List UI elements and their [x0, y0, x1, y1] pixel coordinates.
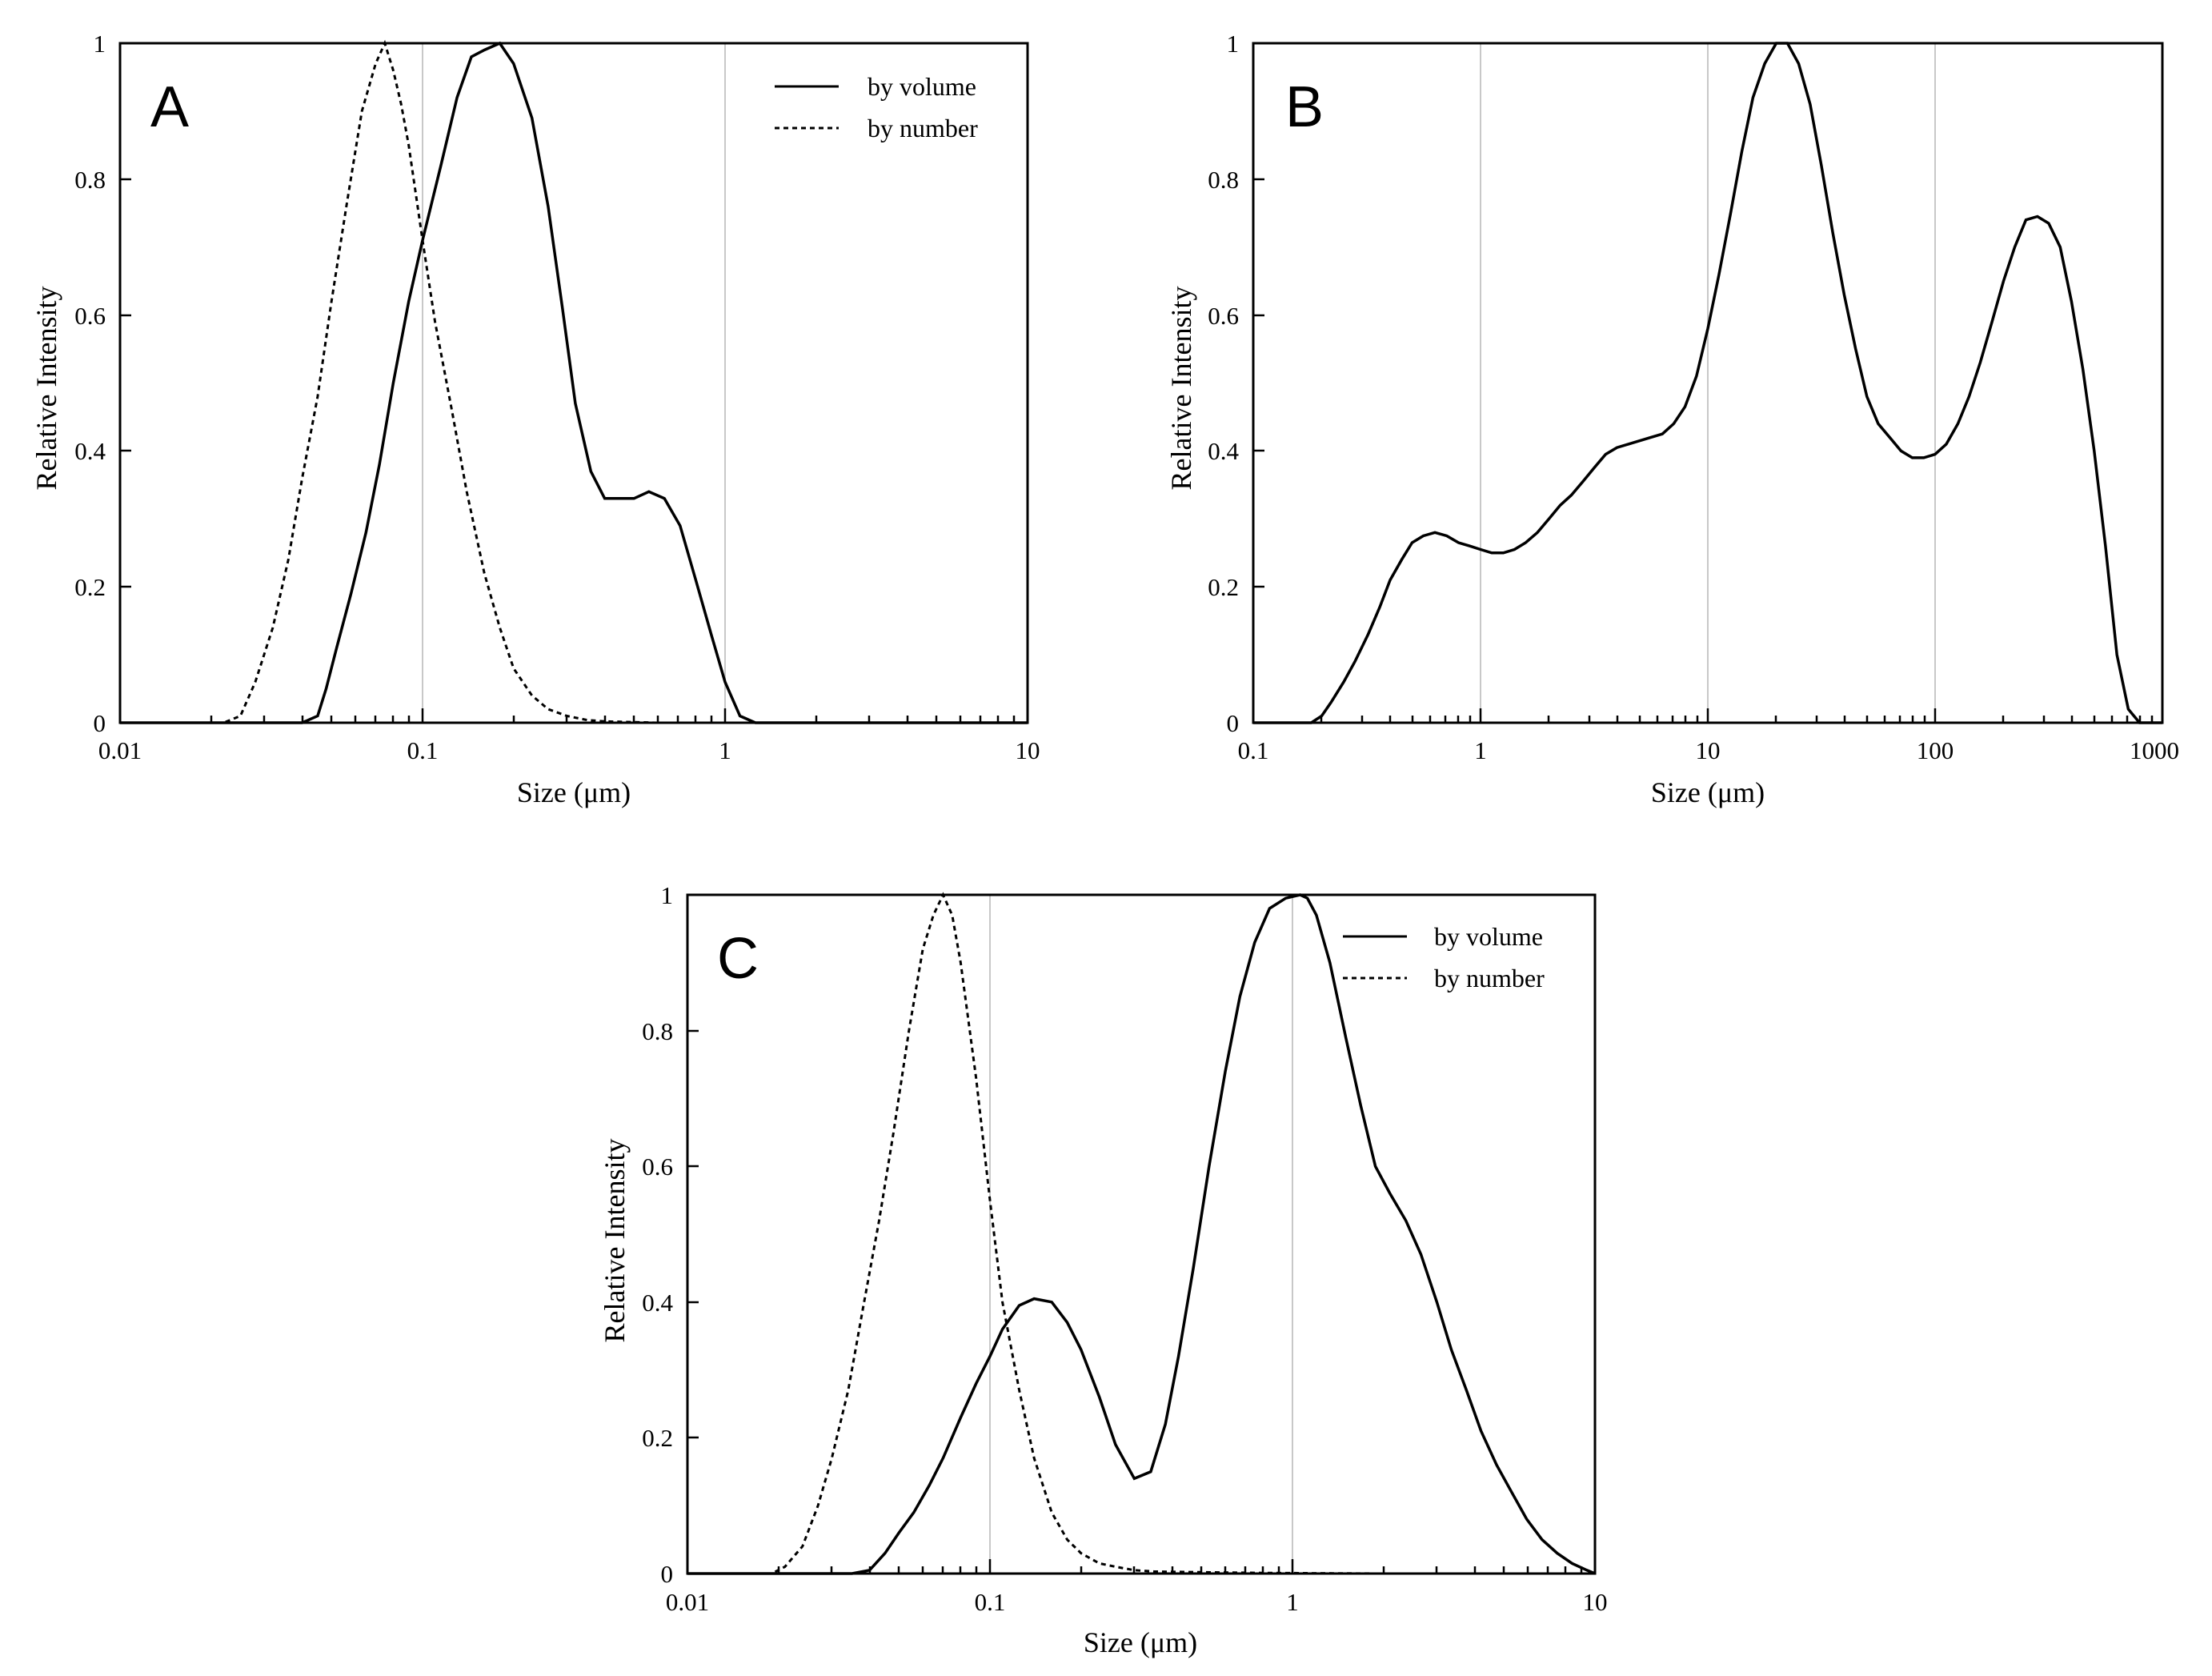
x-tick-labels: 0.01 0.1 1 10 — [98, 736, 1040, 764]
x-tick-label: 10 — [1583, 1588, 1608, 1616]
y-tick-label: 0.2 — [642, 1424, 673, 1452]
x-tick-labels: 0.1 1 10 100 1000 — [1238, 736, 2179, 764]
series-line-by-volume — [120, 41, 1028, 724]
plot-frame — [686, 893, 1597, 1575]
x-axis-label: Size (μm) — [517, 776, 631, 808]
legend: by volume by number — [775, 72, 978, 142]
x-tick-label: 0.01 — [98, 736, 142, 764]
x-tick-label: 1000 — [2130, 736, 2179, 764]
legend-label-by-number: by number — [868, 114, 978, 142]
x-tick-label: 0.1 — [975, 1588, 1006, 1616]
x-tick-label: 100 — [1917, 736, 1954, 764]
x-tick-label: 1 — [719, 736, 731, 764]
series-line-by-number — [120, 39, 1028, 724]
x-tick-label: 1 — [1474, 736, 1487, 764]
y-tick-label: 1 — [1227, 30, 1240, 58]
y-tick-labels: 0 0.2 0.4 0.6 0.8 1 — [74, 30, 106, 737]
series-line-by-volume — [1253, 42, 2162, 724]
series-line-by-number — [687, 892, 1595, 1575]
x-axis-label: Size (μm) — [1651, 776, 1765, 808]
series-line-by-volume — [687, 893, 1596, 1575]
legend-label-by-volume: by volume — [1434, 922, 1543, 951]
y-tick-labels: 0 0.2 0.4 0.6 0.8 1 — [1208, 30, 1239, 737]
x-ticks — [118, 708, 1029, 723]
panel-label-a: A — [150, 75, 189, 139]
y-tick-label: 0.2 — [1208, 573, 1239, 601]
panel-c: Relative Intensity Size (μm) C 0 0.2 0.4… — [599, 881, 1608, 1658]
y-ticks — [687, 893, 699, 1575]
plot-frame — [118, 42, 1029, 724]
y-tick-label: 0.6 — [642, 1153, 673, 1181]
y-tick-label: 0.6 — [74, 302, 106, 330]
y-axis-label: Relative Intensity — [1165, 287, 1197, 491]
y-tick-label: 1 — [94, 30, 106, 58]
y-tick-label: 0.4 — [74, 437, 106, 465]
x-ticks — [686, 1559, 1597, 1574]
y-tick-label: 0.2 — [74, 573, 106, 601]
panel-b: Relative Intensity Size (μm) B 0 0.2 0.4… — [1165, 30, 2179, 808]
x-tick-label: 1 — [1286, 1588, 1299, 1616]
y-tick-label: 0 — [94, 709, 106, 737]
x-tick-label: 10 — [1016, 736, 1040, 764]
panel-label-b: B — [1285, 75, 1324, 139]
legend: by volume by number — [1343, 922, 1545, 992]
x-tick-label: 10 — [1696, 736, 1721, 764]
y-tick-label: 0.6 — [1208, 302, 1239, 330]
y-tick-label: 0.8 — [74, 166, 106, 194]
y-tick-label: 0.4 — [642, 1289, 673, 1317]
y-axis-label: Relative Intensity — [30, 287, 62, 491]
legend-label-by-number: by number — [1434, 964, 1545, 992]
plot-frame — [1252, 42, 2164, 724]
x-tick-label: 0.01 — [666, 1588, 709, 1616]
gridlines — [422, 43, 726, 723]
x-ticks — [1252, 708, 2164, 723]
y-tick-label: 0 — [661, 1560, 674, 1588]
y-tick-label: 0 — [1227, 709, 1240, 737]
x-tick-labels: 0.01 0.1 1 10 — [666, 1588, 1608, 1616]
y-tick-labels: 0 0.2 0.4 0.6 0.8 1 — [642, 881, 673, 1588]
y-tick-label: 0.8 — [642, 1017, 673, 1045]
y-ticks — [1253, 42, 1264, 724]
legend-label-by-volume: by volume — [868, 72, 976, 101]
y-ticks — [120, 42, 131, 724]
x-axis-label: Size (μm) — [1084, 1626, 1197, 1658]
panel-a: Relative Intensity Size (μm) A 0 0.2 0.4… — [30, 30, 1040, 808]
y-tick-label: 0.4 — [1208, 437, 1239, 465]
y-axis-label: Relative Intensity — [599, 1139, 631, 1343]
y-tick-label: 1 — [661, 881, 674, 909]
panel-label-c: C — [717, 927, 759, 991]
x-tick-label: 0.1 — [1238, 736, 1269, 764]
y-tick-label: 0.8 — [1208, 166, 1239, 194]
gridlines — [989, 895, 1293, 1574]
gridlines — [1480, 43, 1936, 723]
x-tick-label: 0.1 — [407, 736, 439, 764]
